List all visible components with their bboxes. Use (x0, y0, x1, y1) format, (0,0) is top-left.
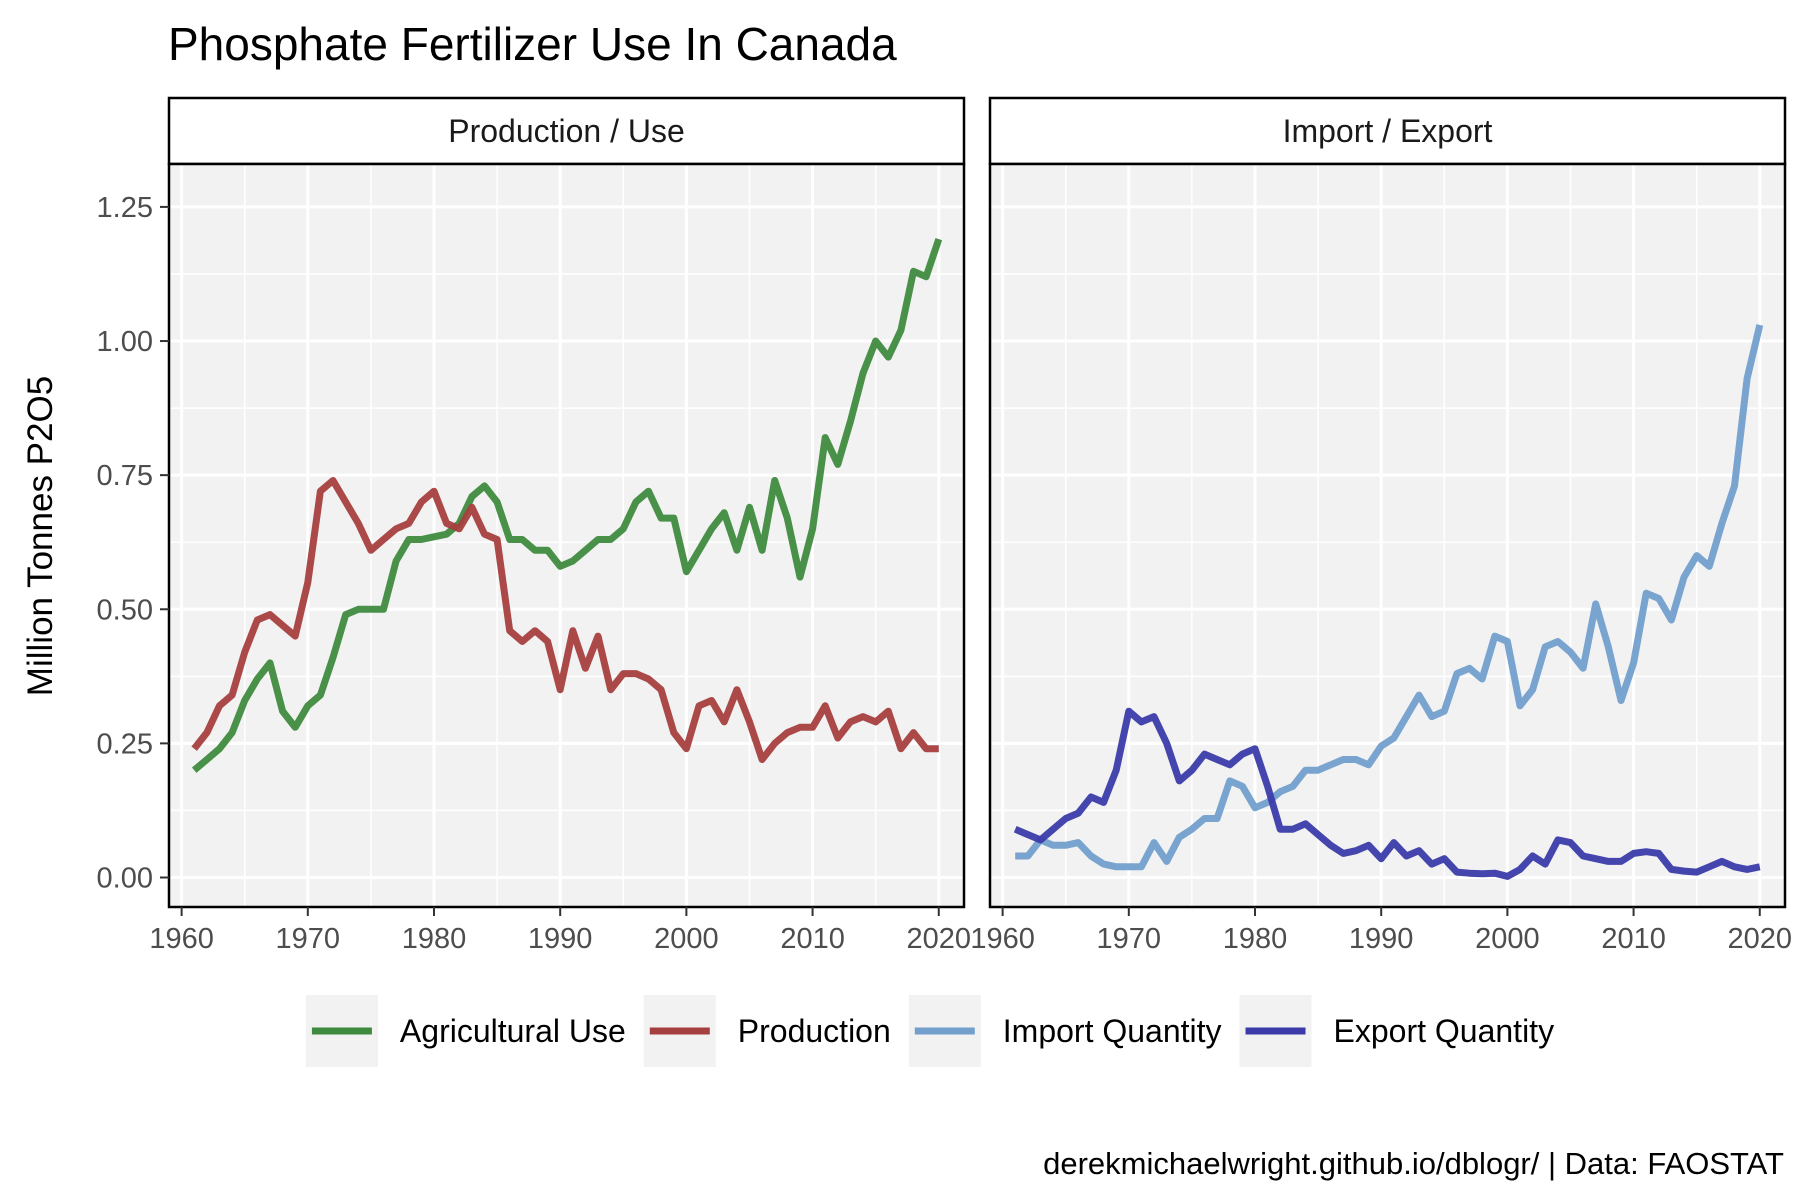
legend-label: Export Quantity (1334, 1013, 1555, 1049)
series-line-production (191, 477, 939, 763)
legend-label: Agricultural Use (400, 1013, 626, 1049)
panel-production-use: Production / Use 1960 1970 1980 1990 2000 2010… (97, 96, 972, 955)
x-tick-label: 1990 (528, 923, 593, 955)
x-tick-label: 2010 (780, 923, 845, 955)
strip-label-import-export: Import / Export (1283, 113, 1493, 149)
panel-border (167, 162, 966, 909)
panel-border (988, 162, 1787, 909)
legend-item-import-quantity: Import Quantity (908, 995, 1222, 1067)
legend: Agricultural Use Production Import Quantit… (305, 995, 1555, 1067)
x-tick-label: 2020 (1728, 923, 1793, 955)
y-tick-label: 0.00 (97, 862, 153, 894)
legend-item-export-quantity: Export Quantity (1239, 995, 1555, 1067)
x-tick-label: 2020 (907, 923, 972, 955)
y-tick-label: 1.00 (97, 326, 153, 358)
panel-import-export: Import / Export 1960 1970 1980 1990 2000 2010 2… (970, 96, 1793, 955)
strip-label-production-use: Production / Use (448, 113, 685, 149)
strip-production-use (167, 96, 966, 166)
chart-title: Phosphate Fertilizer Use In Canada (168, 18, 897, 70)
series-line-export-quantity (1013, 707, 1761, 880)
x-tick-label: 1980 (402, 923, 467, 955)
facet-panels: Production / Use 1960 1970 1980 1990 2000 2010… (97, 96, 1793, 955)
y-axis-title: Million Tonnes P2O5 (21, 376, 60, 696)
x-tick-label: 1970 (276, 923, 341, 955)
y-tick-label: 0.25 (97, 728, 153, 760)
legend-item-production: Production (643, 995, 891, 1067)
x-tick-label: 2010 (1601, 923, 1666, 955)
plot-background (990, 164, 1785, 907)
legend-label: Production (738, 1013, 891, 1049)
x-tick-label: 1980 (1223, 923, 1288, 955)
x-tick-label: 2000 (1475, 923, 1540, 955)
x-tick-label: 1970 (1097, 923, 1162, 955)
x-tick-label: 1990 (1349, 923, 1414, 955)
y-tick-label: 0.50 (97, 594, 153, 626)
plot-background (169, 164, 964, 907)
y-tick-label: 0.75 (97, 460, 153, 492)
series-line-agricultural-use (191, 237, 943, 773)
legend-item-agricultural-use: Agricultural Use (305, 995, 626, 1067)
x-tick-label: 1960 (149, 923, 214, 955)
series-line-import-quantity (1015, 324, 1764, 871)
y-tick-label: 1.25 (97, 192, 153, 224)
x-tick-label: 1960 (970, 923, 1035, 955)
strip-import-export (988, 96, 1787, 166)
x-tick-label: 2000 (654, 923, 719, 955)
chart-caption: derekmichaelwright.github.io/dblogr/ | D… (1043, 1146, 1784, 1181)
legend-label: Import Quantity (1003, 1013, 1222, 1049)
